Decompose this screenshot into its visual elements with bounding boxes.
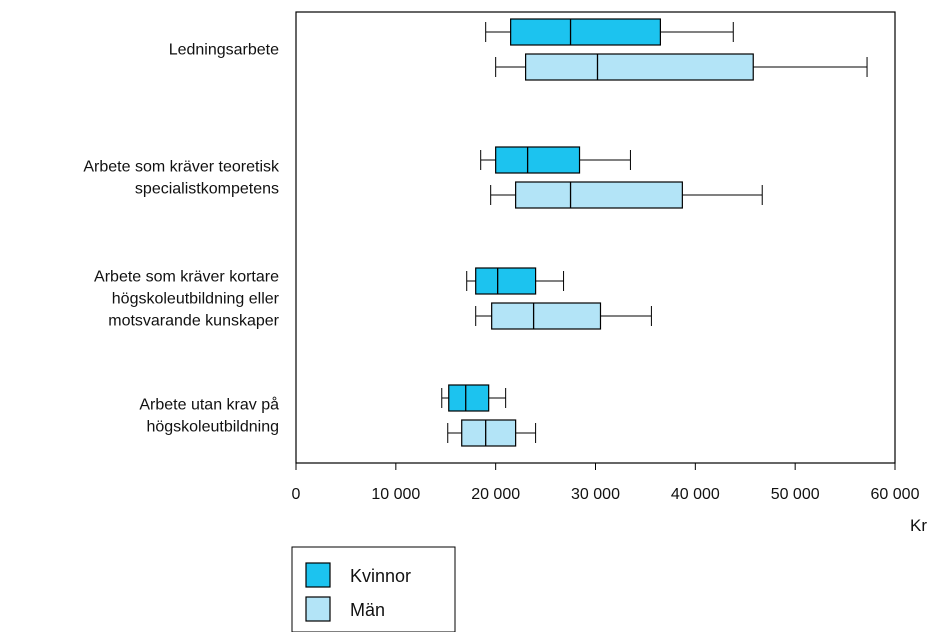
boxplot-kvinnor bbox=[485, 18, 734, 46]
box-iqr bbox=[510, 18, 661, 46]
box-iqr bbox=[475, 267, 537, 295]
box-iqr bbox=[448, 384, 490, 412]
category-label: Arbete som kräver teoretisk bbox=[83, 159, 280, 176]
x-tick-label: 20 000 bbox=[471, 486, 520, 503]
legend-swatch bbox=[305, 596, 331, 622]
category-label: motsvarande kunskaper bbox=[108, 313, 279, 330]
box-iqr bbox=[491, 302, 602, 330]
legend-label: Kvinnor bbox=[350, 566, 411, 586]
x-tick-label: 40 000 bbox=[671, 486, 720, 503]
boxplot-kvinnor bbox=[441, 384, 507, 412]
legend: Kvinnor Män bbox=[291, 546, 456, 632]
boxplot-kvinnor bbox=[466, 267, 565, 295]
boxplot-man bbox=[495, 53, 868, 81]
category-label-layer: Ledningsarbete Arbete som kräver teoretis… bbox=[83, 42, 280, 436]
category-label: Arbete som kräver kortare bbox=[94, 269, 279, 286]
x-tick-label: 50 000 bbox=[771, 486, 820, 503]
legend-label: Män bbox=[350, 600, 385, 620]
x-axis-unit: Kr bbox=[910, 516, 927, 535]
x-tick-label: 30 000 bbox=[571, 486, 620, 503]
boxplot-kvinnor bbox=[480, 146, 631, 174]
category-label: högskoleutbildning eller bbox=[112, 291, 280, 308]
category-label: högskoleutbildning bbox=[146, 419, 279, 436]
box-layer bbox=[441, 18, 868, 447]
box-iqr bbox=[515, 181, 683, 209]
legend-swatch bbox=[305, 562, 331, 588]
category-label: specialistkompetens bbox=[135, 181, 279, 198]
category-label: Arbete utan krav på bbox=[139, 396, 279, 414]
box-iqr bbox=[495, 146, 581, 174]
boxplot-man bbox=[447, 419, 537, 447]
x-axis: 0 10 000 20 000 30 000 40 000 50 000 60 000 bbox=[292, 463, 920, 503]
x-tick-label: 60 000 bbox=[871, 486, 920, 503]
box-iqr bbox=[525, 53, 754, 81]
boxplot-man bbox=[490, 181, 763, 209]
boxplot-man bbox=[475, 302, 652, 330]
box-iqr bbox=[461, 419, 517, 447]
x-tick-label: 0 bbox=[292, 486, 301, 503]
x-tick-label: 10 000 bbox=[371, 486, 420, 503]
category-label: Ledningsarbete bbox=[169, 42, 279, 59]
